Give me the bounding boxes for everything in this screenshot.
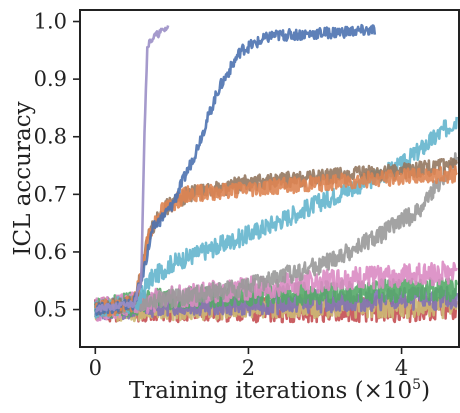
x-axis-label: Training iterations (×105) xyxy=(129,377,430,404)
y-tick-label: 0.7 xyxy=(34,182,67,206)
x-tick-label: 2 xyxy=(242,356,255,380)
y-tick-label: 1.0 xyxy=(34,10,67,34)
series-layer xyxy=(94,23,458,324)
series-line-5 xyxy=(94,260,458,322)
series-line-6 xyxy=(94,152,458,319)
plot-frame xyxy=(79,9,460,348)
x-axis-label-exponent: 5 xyxy=(412,377,421,393)
y-axis-label: ICL accuracy xyxy=(10,101,36,255)
y-tick-label: 0.5 xyxy=(34,298,67,322)
ticks-layer: 0 2 4 0.5 0.6 0.7 0.8 0.9 1.0 xyxy=(34,10,409,380)
y-tick-label: 0.6 xyxy=(34,240,67,264)
y-tick-label: 0.9 xyxy=(34,67,67,91)
series-line-11 xyxy=(94,25,170,313)
x-axis-label-close: ) xyxy=(421,378,430,404)
series-line-9 xyxy=(94,165,458,317)
x-tick-label: 4 xyxy=(395,356,408,380)
x-axis-label-main: Training iterations (×10 xyxy=(129,378,412,404)
x-tick-label: 0 xyxy=(89,356,102,380)
y-tick-label: 0.8 xyxy=(34,125,67,149)
